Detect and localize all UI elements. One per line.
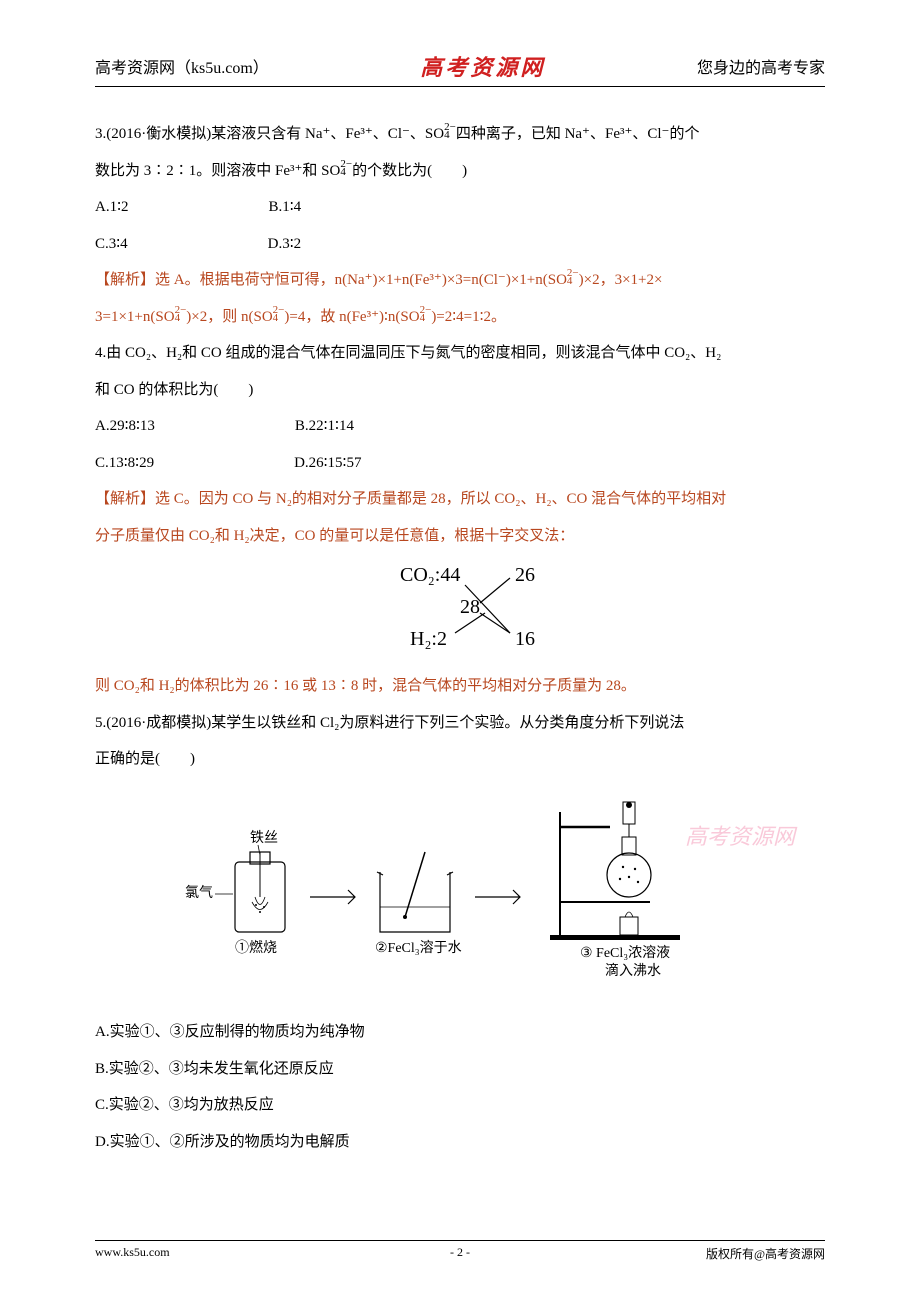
q5-stem-line1: 5.(2016·成都模拟)某学生以铁丝和 Cl₂为原料进行下列三个实验。从分类角… xyxy=(95,706,825,741)
q3-ana-c: 3=1×1+n(S xyxy=(95,309,164,325)
cross-mid: 28 xyxy=(460,596,480,618)
analysis-label: 【解析】 xyxy=(95,491,155,507)
q3-options-row2: C.3∶4 D.3∶2 xyxy=(95,227,825,262)
q5-stem-line2: 正确的是( ) xyxy=(95,742,825,777)
q3-ana-e: )=4，故 n(Fe³⁺)∶n(S xyxy=(284,309,408,325)
q3-ana-d: )×2，则 n(S xyxy=(186,309,262,325)
footer-right: 版权所有@高考资源网 xyxy=(706,1245,825,1262)
arrow-1 xyxy=(310,890,355,904)
caption-3a: ③ FeCl₃浓溶液 xyxy=(580,945,670,961)
caption-2: ②FeCl₃溶于水 xyxy=(375,940,462,956)
watermark-text: 高考资源网 xyxy=(685,812,795,863)
q5-opt-b: B.实验②、③均未发生氧化还原反应 xyxy=(95,1052,825,1087)
header-left: 高考资源网（ks5u.com） xyxy=(95,54,269,78)
apparatus-1: 铁丝 氯气 ①燃烧 xyxy=(185,830,285,956)
q3-analysis-line1: 【解析】选 A。根据电荷守恒可得，n(Na⁺)×1+n(Fe³⁺)×3=n(Cl… xyxy=(95,263,825,298)
q3-opt-b: B.1∶4 xyxy=(269,190,302,225)
experiment-diagram: 高考资源网 铁丝 氯气 ①燃烧 xyxy=(95,797,825,1001)
q4-opt-d: D.26∶15∶57 xyxy=(294,446,361,481)
cross-bot-label: H₂:2 xyxy=(410,628,447,650)
q3-analysis-line2: 3=1×1+n(SO2−4)×2，则 n(SO2−4)=4，故 n(Fe³⁺)∶… xyxy=(95,300,825,335)
cross-top-label: CO₂:44 xyxy=(400,564,460,586)
caption-3b: 滴入沸水 xyxy=(605,962,661,979)
so4-formula: O2−4 xyxy=(164,309,187,325)
q3-stem-a: 3.(2016·衡水模拟)某溶液只含有 Na⁺、Fe³⁺、Cl⁻、S xyxy=(95,126,433,142)
apparatus-3: ③ FeCl₃浓溶液 滴入沸水 xyxy=(550,802,680,979)
q3-stem-b: 四种离子，已知 Na⁺、Fe³⁺、Cl⁻的个 xyxy=(456,126,700,142)
footer-left: www.ks5u.com xyxy=(95,1245,170,1262)
q3-stem-c: 数比为 3∶2∶1。则溶液中 Fe³⁺和 S xyxy=(95,163,330,179)
q3-options-row1: A.1∶2 B.1∶4 xyxy=(95,190,825,225)
q5-opt-a: A.实验①、③反应制得的物质均为纯净物 xyxy=(95,1015,825,1050)
q4-options-row1: A.29∶8∶13 B.22∶1∶14 xyxy=(95,409,825,444)
label-lvqi: 氯气 xyxy=(185,885,213,901)
caption-1: ①燃烧 xyxy=(235,939,277,956)
so4-formula: O2−4 xyxy=(433,126,456,142)
experiment-svg: 铁丝 氯气 ①燃烧 ②FeCl₃溶于水 xyxy=(180,797,740,987)
so4-formula: O2−4 xyxy=(556,272,579,288)
q3-stem-line1: 3.(2016·衡水模拟)某溶液只含有 Na⁺、Fe³⁺、Cl⁻、SO2−4四种… xyxy=(95,117,825,152)
q3-ana-b: )×2，3×1+2× xyxy=(579,272,663,288)
cross-top-val: 26 xyxy=(515,564,535,586)
q3-opt-a: A.1∶2 xyxy=(95,190,129,225)
arrow-2 xyxy=(475,890,520,904)
cross-method-diagram: CO₂:44 26 28 H₂:2 16 xyxy=(95,563,825,659)
q3-opt-c: C.3∶4 xyxy=(95,227,128,262)
apparatus-2: ②FeCl₃溶于水 xyxy=(375,852,462,956)
content-body: 3.(2016·衡水模拟)某溶液只含有 Na⁺、Fe³⁺、Cl⁻、SO2−4四种… xyxy=(95,117,825,1159)
footer-page-num: - 2 - xyxy=(450,1245,470,1260)
q4-analysis-line3: 则 CO₂和 H₂的体积比为 26∶16 或 13∶8 时，混合气体的平均相对分… xyxy=(95,669,825,704)
label-tiesi: 铁丝 xyxy=(250,830,278,846)
so4-formula: O2−4 xyxy=(330,163,353,179)
q4-opt-a: A.29∶8∶13 xyxy=(95,409,155,444)
q5-opt-c: C.实验②、③均为放热反应 xyxy=(95,1088,825,1123)
q3-ana-a: 选 A。根据电荷守恒可得，n(Na⁺)×1+n(Fe³⁺)×3=n(Cl⁻)×1… xyxy=(155,272,556,288)
analysis-label: 【解析】 xyxy=(95,272,155,288)
so4-formula: O2−4 xyxy=(262,309,285,325)
q4-opt-b: B.22∶1∶14 xyxy=(295,409,354,444)
so4-formula: O2−4 xyxy=(409,309,432,325)
q4-stem-line1: 4.由 CO₂、H₂和 CO 组成的混合气体在同温同压下与氮气的密度相同，则该混… xyxy=(95,336,825,371)
q3-stem-line2: 数比为 3∶2∶1。则溶液中 Fe³⁺和 SO2−4的个数比为( ) xyxy=(95,154,825,189)
q3-ana-f: )=2∶4=1∶2。 xyxy=(431,309,506,325)
page-header: 高考资源网（ks5u.com） 高考资源网 您身边的高考专家 xyxy=(95,50,825,87)
cross-svg: CO₂:44 26 28 H₂:2 16 xyxy=(360,563,560,653)
q4-ana-a: 选 C。因为 CO 与 N₂的相对分子质量都是 28，所以 CO₂、H₂、CO … xyxy=(155,491,726,507)
q4-analysis-line2: 分子质量仅由 CO₂和 H₂决定，CO 的量可以是任意值，根据十字交叉法： xyxy=(95,519,825,554)
page-footer: www.ks5u.com - 2 - 版权所有@高考资源网 xyxy=(95,1240,825,1262)
q5-opt-d: D.实验①、②所涉及的物质均为电解质 xyxy=(95,1125,825,1160)
q4-analysis-line1: 【解析】选 C。因为 CO 与 N₂的相对分子质量都是 28，所以 CO₂、H₂… xyxy=(95,482,825,517)
cross-line-4 xyxy=(480,613,510,633)
q4-opt-c: C.13∶8∶29 xyxy=(95,446,154,481)
header-right: 您身边的高考专家 xyxy=(697,54,825,78)
q3-stem-d: 的个数比为( ) xyxy=(352,163,467,179)
q4-stem-line2: 和 CO 的体积比为( ) xyxy=(95,373,825,408)
cross-bot-val: 16 xyxy=(515,628,535,650)
header-center-logo: 高考资源网 xyxy=(420,50,545,82)
q4-options-row2: C.13∶8∶29 D.26∶15∶57 xyxy=(95,446,825,481)
cross-line-2 xyxy=(480,578,510,603)
q3-opt-d: D.3∶2 xyxy=(268,227,302,262)
